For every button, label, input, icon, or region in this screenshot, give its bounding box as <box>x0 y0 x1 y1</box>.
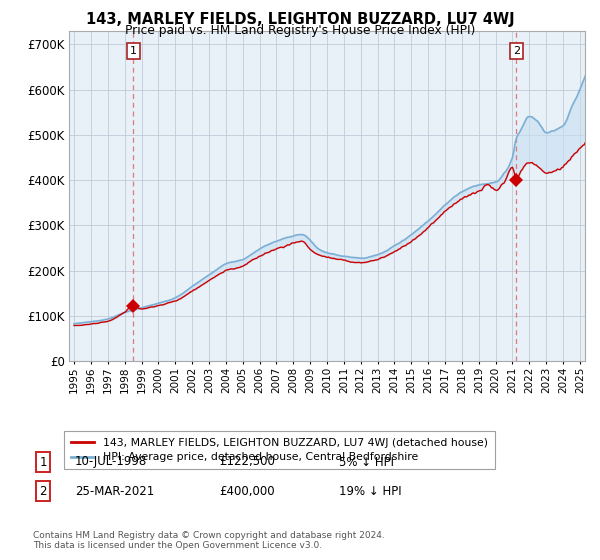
Legend: 143, MARLEY FIELDS, LEIGHTON BUZZARD, LU7 4WJ (detached house), HPI: Average pri: 143, MARLEY FIELDS, LEIGHTON BUZZARD, LU… <box>64 431 494 469</box>
Text: 143, MARLEY FIELDS, LEIGHTON BUZZARD, LU7 4WJ: 143, MARLEY FIELDS, LEIGHTON BUZZARD, LU… <box>86 12 514 27</box>
Text: Price paid vs. HM Land Registry's House Price Index (HPI): Price paid vs. HM Land Registry's House … <box>125 24 475 37</box>
Text: 10-JUL-1998: 10-JUL-1998 <box>75 455 147 469</box>
Text: 2: 2 <box>513 46 520 56</box>
Text: 1: 1 <box>40 455 47 469</box>
Text: Contains HM Land Registry data © Crown copyright and database right 2024.
This d: Contains HM Land Registry data © Crown c… <box>33 530 385 550</box>
Text: 25-MAR-2021: 25-MAR-2021 <box>75 484 154 498</box>
Text: 5% ↓ HPI: 5% ↓ HPI <box>339 455 394 469</box>
Text: 1: 1 <box>130 46 137 56</box>
Text: £122,500: £122,500 <box>219 455 275 469</box>
Text: 19% ↓ HPI: 19% ↓ HPI <box>339 484 401 498</box>
Text: 2: 2 <box>40 484 47 498</box>
Text: £400,000: £400,000 <box>219 484 275 498</box>
